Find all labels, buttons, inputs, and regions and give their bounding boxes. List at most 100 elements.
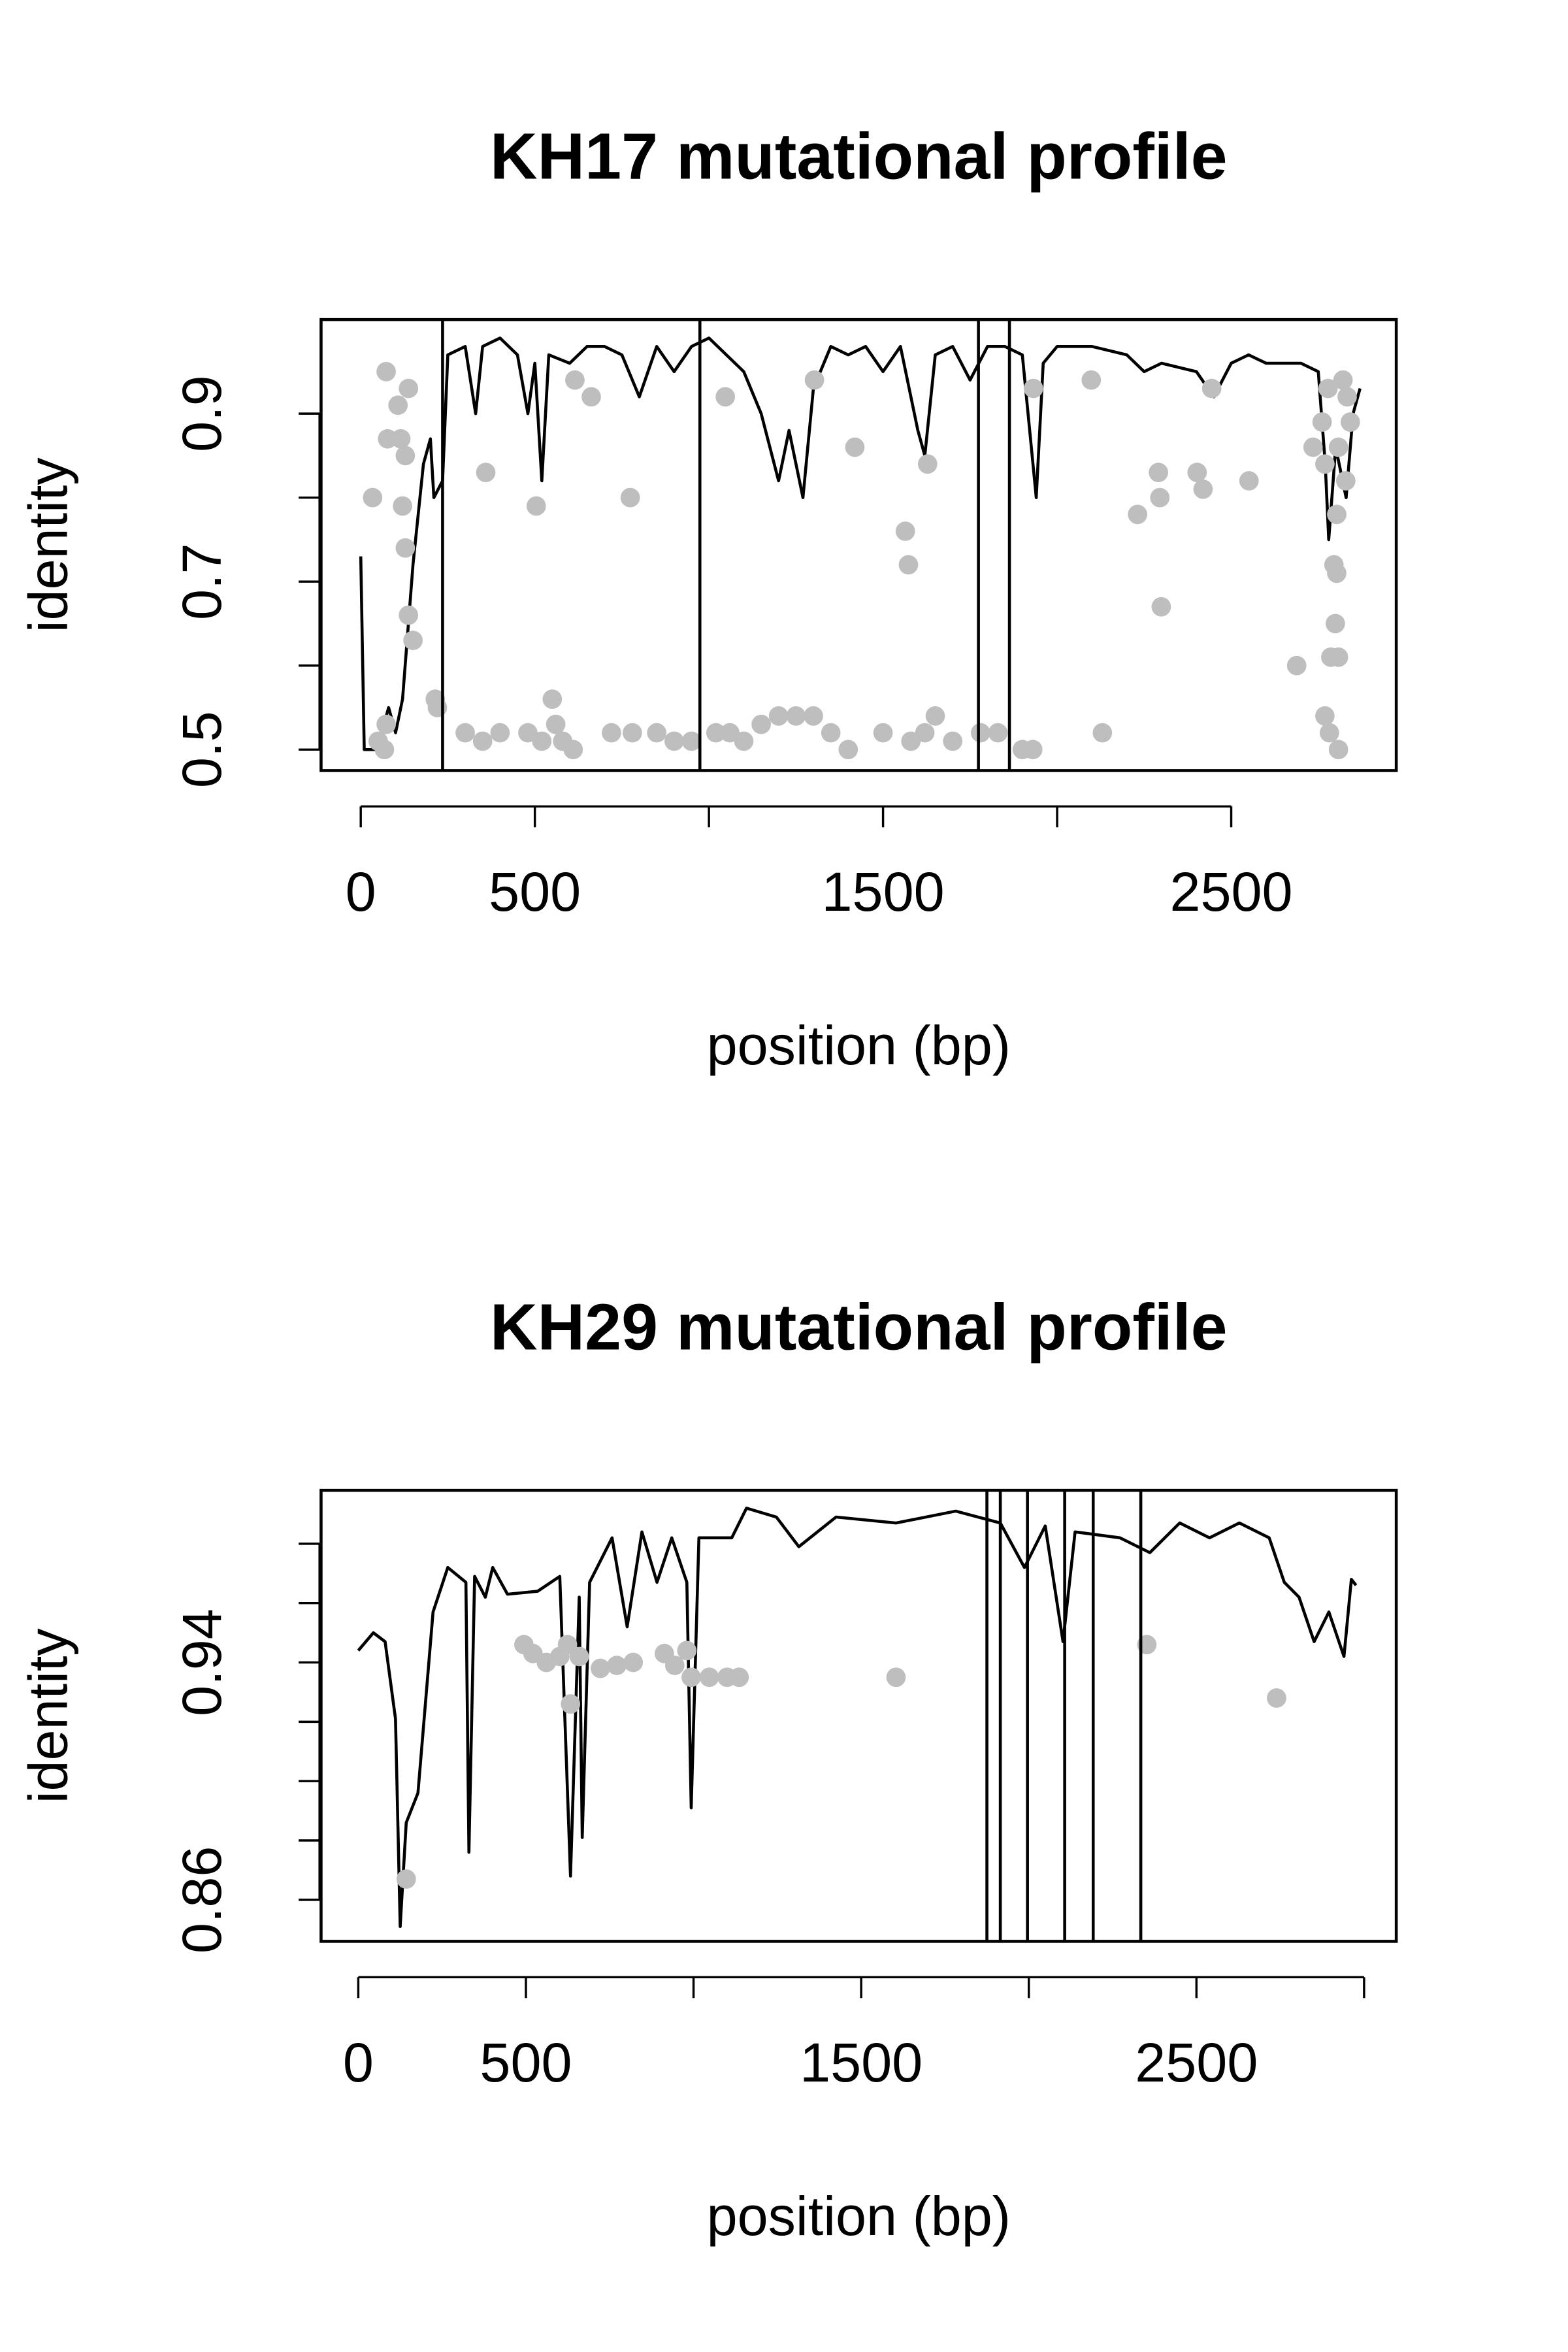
mutation-point [1315,706,1335,726]
mutation-point [734,731,754,751]
mutation-point [1327,504,1347,525]
mutation-point [1319,723,1339,743]
mutation-point [569,1646,589,1667]
mutation-point [561,1694,581,1714]
mutation-point [720,723,740,743]
x-axis-label: position (bp) [707,1014,1011,1076]
mutation-point [518,723,538,743]
mutation-point [1337,387,1357,407]
mutation-point [542,689,563,710]
mutation-point [768,706,789,726]
y-axis-label: identity [16,457,78,633]
x-tick-label: 0 [343,2031,374,2093]
mutation-point [838,740,858,760]
mutation-point [1193,479,1213,499]
x-tick-label: 2500 [1169,860,1292,923]
y-tick-label: 0.9 [171,375,233,452]
plot-frame [319,318,1398,772]
mutation-point [943,731,963,751]
mutation-point [786,706,806,726]
y-tick-label: 0.94 [171,1609,233,1716]
mutation-point [1303,437,1323,457]
x-tick-label: 1500 [822,860,945,923]
mutation-point [399,378,419,399]
x-axis-label: position (bp) [707,2185,1011,2247]
x-tick-label: 0 [346,860,376,923]
y-axis-label: identity [16,1628,78,1804]
mutation-point [1312,412,1332,432]
mutation-point [677,1641,697,1661]
x-tick-label: 500 [480,2031,572,2093]
chart-title: KH17 mutational profile [490,120,1228,193]
mutation-point [623,1652,644,1673]
mutation-point [395,538,416,558]
mutation-point [895,521,915,541]
identity-line [357,1507,1358,1929]
mutation-point [391,429,411,449]
mutation-point [376,361,396,382]
mutation-point [1336,471,1356,491]
mutation-point [399,605,419,625]
y-tick-label: 0.5 [171,711,233,789]
mutation-point [1023,378,1043,399]
mutation-point [403,630,423,651]
mutation-point [563,740,583,760]
mutation-point [393,496,412,516]
mutation-point [1092,723,1113,743]
mutation-point [455,723,475,743]
mutation-point [1340,412,1360,432]
mutation-point [681,1667,701,1688]
mutation-point [699,1667,719,1688]
mutation-point [1267,1688,1286,1708]
plot-frame [319,1488,1398,1943]
mutation-point [368,731,388,751]
mutation-point [681,731,702,751]
chart-title: KH29 mutational profile [490,1290,1228,1364]
mutation-point [664,1656,685,1675]
mutation-point [751,714,771,734]
mutation-point [532,731,552,751]
mutation-point [1022,740,1043,760]
mutation-point [1239,471,1259,491]
mutation-point [607,1656,627,1675]
mutation-point [1326,613,1345,634]
mutation-point [490,723,510,743]
mutation-point [804,706,823,726]
mutation-point [1328,740,1348,760]
mutation-point [620,487,640,508]
mutation-point [472,731,493,751]
mutation-point [1327,563,1347,583]
mutation-point [664,731,684,751]
mutation-point [388,395,408,416]
y-tick-label: 0.86 [171,1846,233,1954]
mutation-point [1081,370,1102,390]
mutation-point [1201,378,1222,399]
mutation-point [715,387,736,407]
x-tick-label: 2500 [1135,2031,1258,2093]
mutation-point [821,723,841,743]
mutation-point [546,714,566,734]
mutation-point [395,446,416,466]
mutation-point [1328,647,1348,667]
mutation-point [623,723,642,743]
mutation-point [1328,437,1348,457]
mutation-point [526,496,546,516]
mutation-point [915,723,935,743]
mutation-point [557,1635,578,1655]
mutation-point [729,1667,749,1688]
mutation-point [602,723,621,743]
identity-line [359,336,1362,751]
mutation-point [988,723,1008,743]
mutation-point [363,487,383,508]
mutation-point [476,463,496,482]
mutation-point [1318,378,1338,399]
mutation-point [565,370,585,390]
mutation-point [376,714,396,734]
mutation-point [1315,454,1335,474]
mutation-point [706,723,726,743]
mutation-point [845,437,865,457]
mutation-point [1151,596,1171,617]
mutation-point [591,1658,610,1678]
mutation-point [1187,463,1207,482]
